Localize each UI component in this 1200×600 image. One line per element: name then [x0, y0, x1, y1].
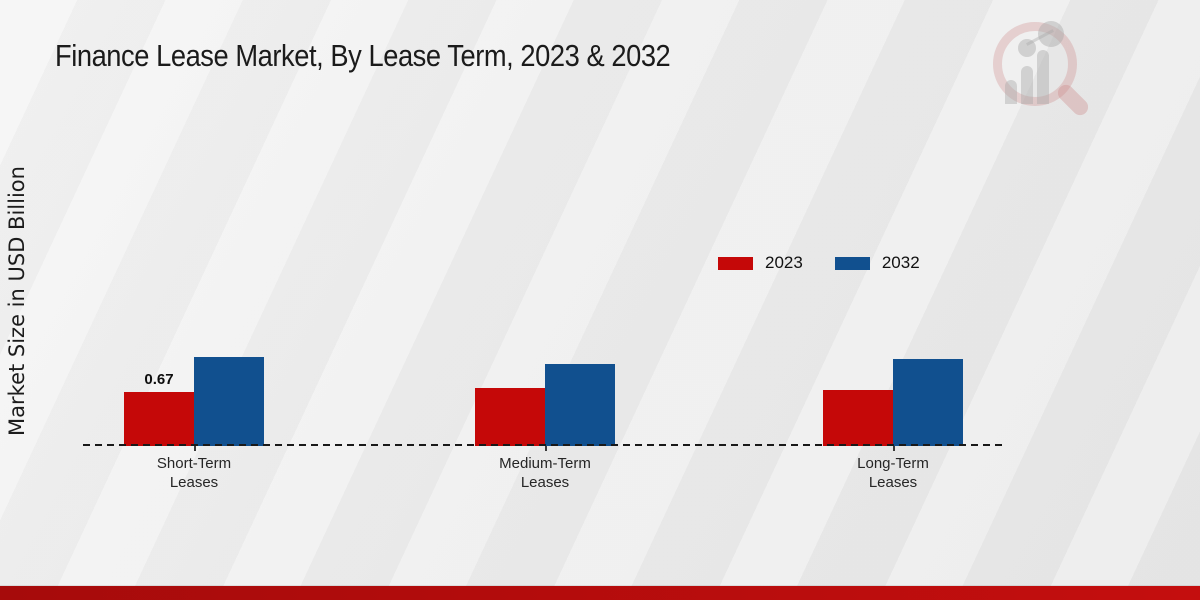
logo-bar-icon — [1005, 80, 1017, 104]
x-axis-baseline — [83, 444, 1006, 447]
x-axis-tick — [893, 446, 895, 451]
logo-bar-icon — [1037, 50, 1049, 104]
category-label-medium-term-leases: Medium-Term Leases — [499, 455, 591, 491]
x-axis-tick — [545, 446, 547, 451]
chart-legend: 2023 2032 — [718, 250, 920, 276]
bar-2023-short-term-leases — [124, 391, 194, 446]
legend-label: 2032 — [881, 253, 920, 272]
legend-item-2032: 2032 — [834, 253, 920, 273]
bar-value-label: 0.67 — [144, 370, 174, 388]
legend-swatch-icon — [834, 256, 870, 270]
bar-2032-long-term-leases — [893, 358, 963, 446]
bar-2032-short-term-leases — [194, 356, 264, 446]
category-label-long-term-leases: Long-Term Leases — [857, 455, 929, 491]
logo-bar-icon — [1021, 66, 1033, 104]
category-label-short-term-leases: Short-Term Leases — [156, 455, 232, 491]
market-research-future-logo-icon — [975, 18, 1105, 123]
x-axis-tick — [194, 446, 196, 451]
magnifier-ring-icon — [993, 22, 1077, 106]
bar-2032-medium-term-leases — [545, 364, 615, 446]
legend-label: 2023 — [765, 253, 803, 272]
logo-dot-icon — [1038, 21, 1064, 47]
legend-swatch-icon — [718, 256, 753, 270]
footer-accent-bar — [0, 586, 1200, 600]
bar-2023-medium-term-leases — [475, 388, 545, 446]
logo-dot-icon — [1018, 39, 1036, 57]
chart-title: Finance Lease Market, By Lease Term, 202… — [55, 38, 671, 73]
bar-2023-long-term-leases — [823, 390, 893, 446]
legend-item-2023: 2023 — [718, 253, 803, 273]
